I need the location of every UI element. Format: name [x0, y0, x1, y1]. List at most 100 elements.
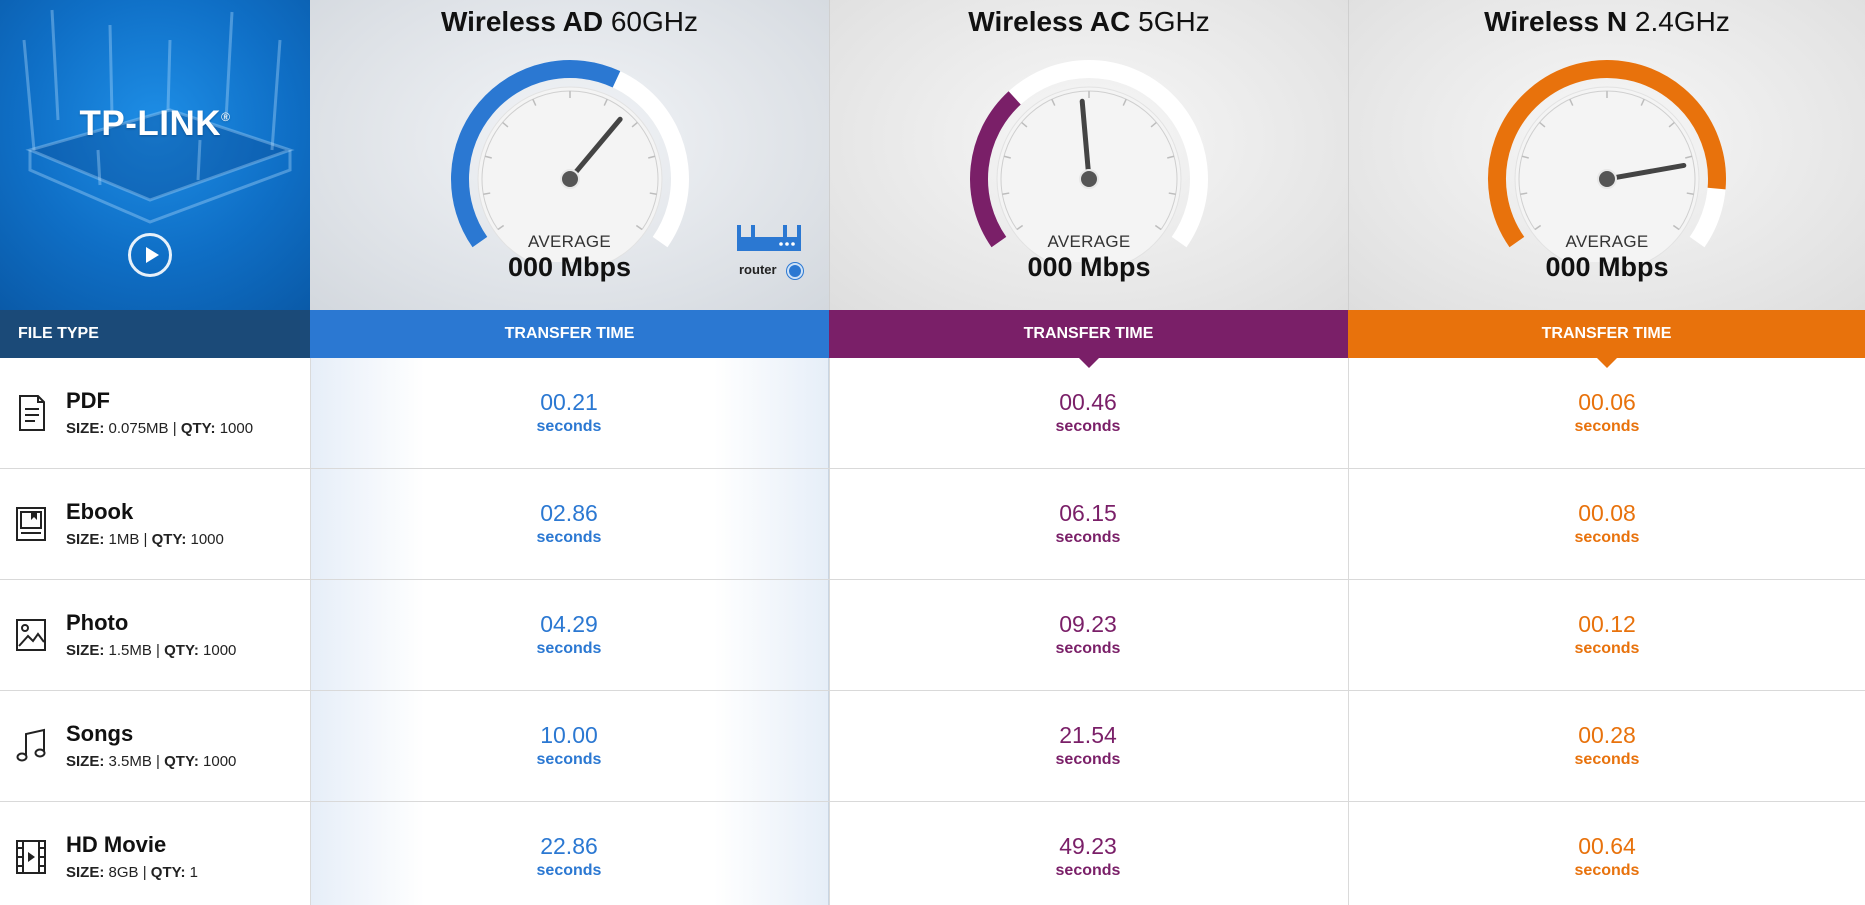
column-divider: [1348, 358, 1349, 905]
brand-panel: TP-LINK®: [0, 0, 310, 310]
transfer-time-value: 06.15: [1059, 500, 1117, 526]
photo-icon: [16, 619, 46, 651]
transfer-time-cell: 10.00 seconds: [469, 721, 669, 771]
transfer-time-cell: 00.28 seconds: [1507, 721, 1707, 771]
gauge-tick: [1640, 98, 1645, 106]
gauge-tick: [1021, 121, 1028, 128]
band-wireless-n[interactable]: Wireless N 2.4GHz AVERAGE 000 Mbps: [1348, 0, 1865, 310]
speed-gauge-n: [1349, 52, 1865, 262]
transfer-time-unit: seconds: [536, 640, 602, 657]
table-row[interactable]: Songs SIZE: 3.5MB | QTY: 1000 10.00 seconds…: [0, 691, 1865, 802]
transfer-time-value: 00.21: [540, 389, 598, 415]
transfer-time-unit: seconds: [1055, 418, 1121, 435]
table-row[interactable]: PDF SIZE: 0.075MB | QTY: 1000 00.21 seconds…: [0, 358, 1865, 469]
transfer-time-value: 09.23: [1059, 611, 1117, 637]
play-circle-icon[interactable]: [128, 233, 172, 277]
gauge-tick: [1534, 224, 1542, 231]
transfer-time-value: 02.86: [540, 500, 598, 526]
speed-gauge-ac: [830, 52, 1348, 262]
transfer-time-header-ad: TRANSFER TIME: [310, 310, 829, 368]
gauge-hub: [559, 169, 580, 189]
transfer-time-value: 00.08: [1578, 500, 1636, 526]
transfer-time-cell: 49.23 seconds: [988, 832, 1188, 882]
table-header: FILE TYPE TRANSFER TIME TRANSFER TIME TR…: [0, 310, 1865, 368]
gauge-tick: [1539, 121, 1546, 128]
average-value: 000 Mbps: [1027, 252, 1151, 282]
transfer-time-cell: 04.29 seconds: [469, 610, 669, 660]
file-name: Songs: [66, 721, 134, 746]
gauge-tick: [1569, 98, 1574, 106]
average-value: 000 Mbps: [1545, 252, 1669, 282]
transfer-time-unit: seconds: [536, 418, 602, 435]
transfer-time-unit: seconds: [1574, 640, 1640, 657]
transfer-time-cell: 00.06 seconds: [1507, 388, 1707, 438]
transfer-time-unit: seconds: [536, 529, 602, 546]
router-illustration: [22, 9, 295, 224]
gauge-hub: [1597, 169, 1617, 189]
transfer-time-value: 00.46: [1059, 389, 1117, 415]
transfer-time-value: 00.12: [1578, 611, 1636, 637]
transfer-time-cell: 22.86 seconds: [469, 832, 669, 882]
gauge-tick: [1168, 192, 1176, 196]
file-name: Photo: [66, 610, 129, 635]
gauge-tick: [1016, 224, 1024, 231]
band-title: Wireless AC 5GHz: [968, 6, 1210, 37]
transfer-time-unit: seconds: [536, 862, 602, 879]
transfer-time-cell: 00.08 seconds: [1507, 499, 1707, 549]
gauge-tick: [1520, 192, 1528, 196]
file-meta: SIZE: 3.5MB | QTY: 1000: [66, 753, 237, 770]
transfer-time-cell: 21.54 seconds: [988, 721, 1188, 771]
file-type-header: FILE TYPE: [0, 310, 310, 358]
transfer-time-unit: seconds: [536, 751, 602, 768]
transfer-time-unit: seconds: [1574, 529, 1640, 546]
file-meta: SIZE: 1.5MB | QTY: 1000: [66, 642, 237, 659]
router-toggle[interactable]: router: [737, 223, 807, 279]
top-band: TP-LINK® Wireless AD 60GHz AVERAGE 000 M…: [0, 0, 1865, 310]
transfer-time-cell: 00.64 seconds: [1507, 832, 1707, 882]
gauge-tick: [501, 121, 508, 128]
table-row[interactable]: HD Movie SIZE: 8GB | QTY: 1 22.86 seconds 49…: [0, 802, 1865, 905]
file-meta: SIZE: 1MB | QTY: 1000: [66, 531, 224, 548]
file-meta: SIZE: 0.075MB | QTY: 1000: [66, 420, 254, 437]
table-row[interactable]: Ebook SIZE: 1MB | QTY: 1000 02.86 seconds 06…: [0, 469, 1865, 580]
gauge-tick: [1668, 121, 1675, 128]
tp-link-logo: TP-LINK®: [79, 104, 231, 143]
transfer-time-cell: 09.23 seconds: [988, 610, 1188, 660]
file-table: PDF SIZE: 0.075MB | QTY: 1000 00.21 seconds…: [0, 358, 1865, 905]
band-wireless-ac[interactable]: Wireless AC 5GHz AVERAGE 000 Mbps: [829, 0, 1348, 310]
gauge-fill: [1488, 60, 1726, 248]
band-wireless-ad[interactable]: Wireless AD 60GHz AVERAGE 000 Mbps route…: [310, 0, 829, 310]
average-value: 000 Mbps: [507, 252, 632, 282]
gauge-tick: [496, 224, 504, 231]
gauge-tick: [649, 192, 657, 196]
gauge-tick: [1150, 121, 1157, 128]
gauge-tick: [484, 155, 492, 159]
router-radio-dot[interactable]: [787, 263, 803, 279]
gauge-tick: [1003, 155, 1011, 159]
band-title: Wireless N 2.4GHz: [1484, 6, 1730, 37]
gauge-tick: [1122, 98, 1127, 106]
transfer-time-unit: seconds: [1055, 640, 1121, 657]
gauge-tick: [1002, 192, 1010, 196]
router-icon: [737, 225, 801, 251]
average-label: AVERAGE: [1047, 232, 1131, 251]
gauge-tick: [647, 155, 655, 159]
transfer-time-value: 00.28: [1578, 722, 1636, 748]
transfer-time-header-ac: TRANSFER TIME: [829, 310, 1348, 368]
transfer-time-unit: seconds: [1574, 862, 1640, 879]
transfer-time-value: 22.86: [540, 833, 598, 859]
file-name: HD Movie: [66, 832, 167, 857]
gauge-tick: [603, 98, 608, 106]
transfer-time-unit: seconds: [1055, 862, 1121, 879]
active-column-highlight: [310, 358, 829, 905]
gauge-hub: [1079, 169, 1099, 189]
table-row[interactable]: Photo SIZE: 1.5MB | QTY: 1000 04.29 seconds…: [0, 580, 1865, 691]
transfer-time-cell: 00.12 seconds: [1507, 610, 1707, 660]
pdf-document-icon: [19, 395, 45, 431]
gauge-tick: [1167, 155, 1175, 159]
gauge-fill: [970, 91, 1021, 248]
transfer-time-header-n: TRANSFER TIME: [1348, 310, 1865, 368]
column-divider: [310, 358, 311, 905]
column-divider: [829, 358, 830, 905]
transfer-time-value: 00.64: [1578, 833, 1636, 859]
